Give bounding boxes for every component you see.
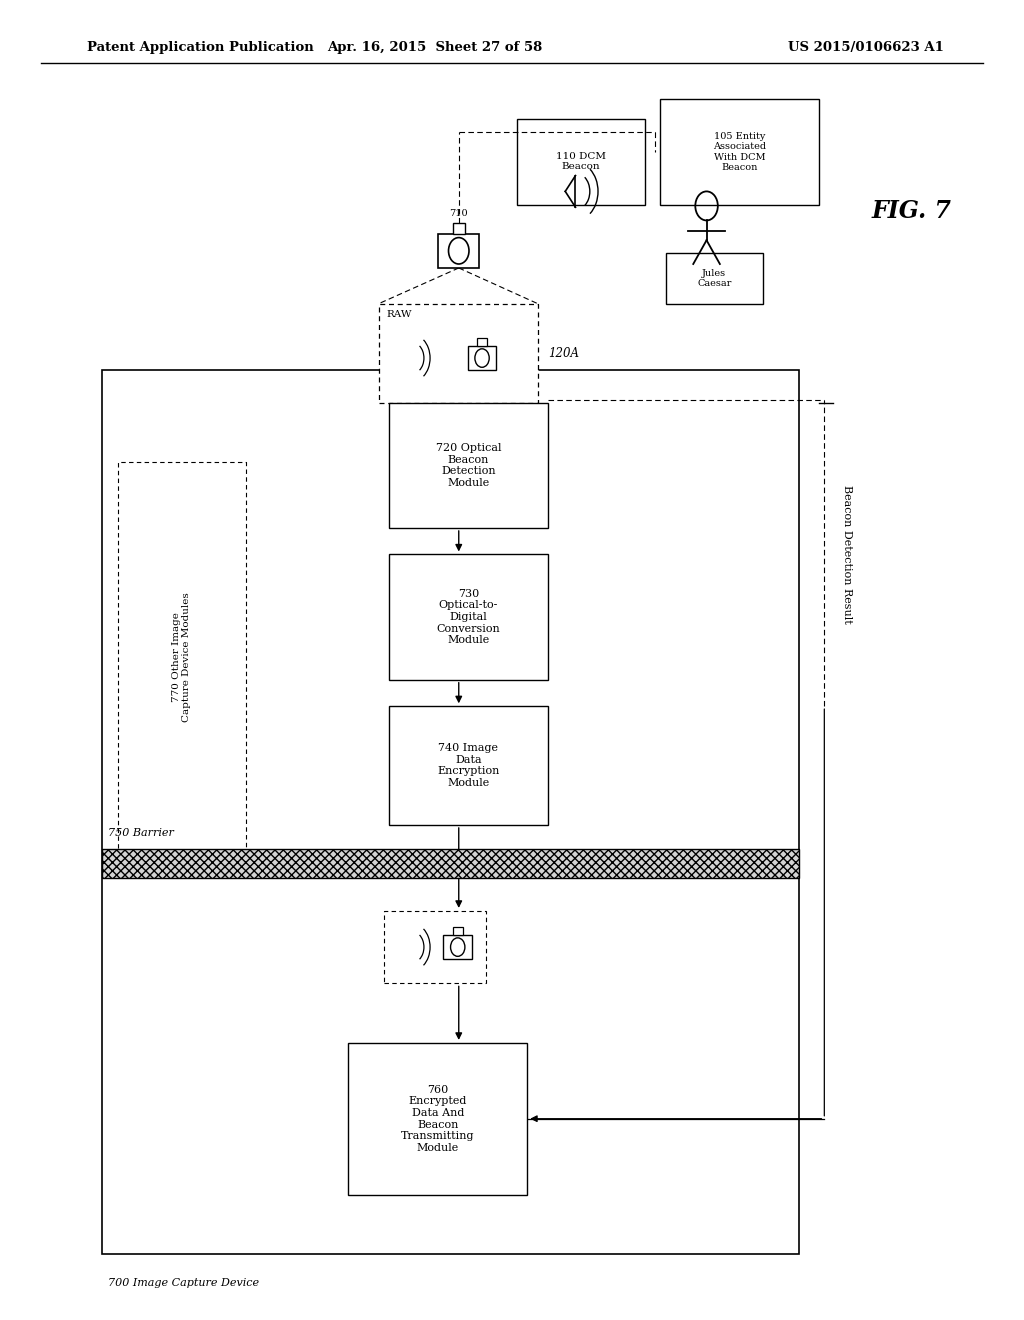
- Bar: [477, 338, 487, 346]
- Bar: [666, 253, 763, 304]
- Text: Apr. 16, 2015  Sheet 27 of 58: Apr. 16, 2015 Sheet 27 of 58: [328, 41, 543, 54]
- Text: 770 Other Image
Capture Device Modules: 770 Other Image Capture Device Modules: [172, 591, 191, 722]
- Bar: [379, 304, 538, 403]
- Text: 110 DCM
Beacon: 110 DCM Beacon: [556, 152, 606, 172]
- Text: Jules
Caesar: Jules Caesar: [697, 269, 731, 288]
- Bar: [517, 119, 645, 205]
- Bar: [348, 1043, 527, 1195]
- Bar: [389, 706, 548, 825]
- Text: 760
Encrypted
Data And
Beacon
Transmitting
Module: 760 Encrypted Data And Beacon Transmitti…: [401, 1085, 474, 1152]
- Text: 750 Barrier: 750 Barrier: [108, 828, 173, 838]
- Bar: [443, 935, 472, 958]
- Text: 105 Entity
Associated
With DCM
Beacon: 105 Entity Associated With DCM Beacon: [714, 132, 766, 172]
- Text: US 2015/0106623 A1: US 2015/0106623 A1: [788, 41, 944, 54]
- Bar: [102, 370, 799, 1254]
- Text: 710: 710: [450, 210, 468, 218]
- Bar: [118, 462, 246, 851]
- Text: FIG. 7: FIG. 7: [871, 199, 951, 223]
- Bar: [389, 554, 548, 680]
- Bar: [453, 223, 465, 234]
- Bar: [468, 346, 497, 370]
- Text: Patent Application Publication: Patent Application Publication: [87, 41, 313, 54]
- Text: 720 Optical
Beacon
Detection
Module: 720 Optical Beacon Detection Module: [436, 444, 501, 487]
- Bar: [384, 911, 486, 983]
- Bar: [102, 849, 799, 878]
- Text: Beacon Detection Result: Beacon Detection Result: [842, 484, 852, 624]
- Text: 730
Optical-to-
Digital
Conversion
Module: 730 Optical-to- Digital Conversion Modul…: [436, 589, 501, 645]
- Text: 120A: 120A: [548, 347, 579, 359]
- Text: RAW: RAW: [386, 310, 412, 319]
- Bar: [438, 234, 479, 268]
- Text: 700 Image Capture Device: 700 Image Capture Device: [108, 1278, 259, 1288]
- Bar: [660, 99, 819, 205]
- Bar: [389, 403, 548, 528]
- Bar: [453, 927, 463, 935]
- Text: 740 Image
Data
Encryption
Module: 740 Image Data Encryption Module: [437, 743, 500, 788]
